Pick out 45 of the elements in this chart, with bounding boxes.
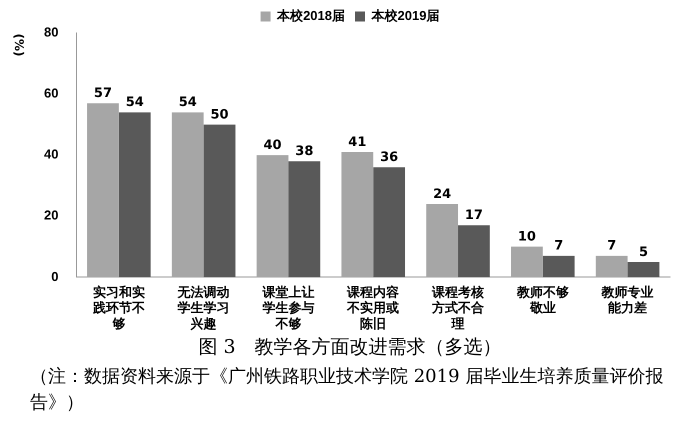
- y-tick-label: 80: [44, 24, 58, 40]
- data-label: 41: [348, 134, 366, 150]
- bar: [87, 103, 119, 278]
- y-tick-label: 40: [44, 146, 58, 162]
- text: 图 3 教学各方面改进需求（多选）: [197, 335, 503, 360]
- data-label: 7: [607, 238, 616, 254]
- data-label: 36: [380, 150, 398, 166]
- x-tick-label: 教师专业能力差: [600, 284, 654, 316]
- data-label: 24: [433, 186, 452, 202]
- data-label: 57: [94, 86, 112, 102]
- data-label: 5: [638, 244, 648, 260]
- y-tick-label: 60: [44, 86, 58, 101]
- bar: [373, 167, 406, 278]
- data-label: 7: [554, 238, 564, 254]
- bar: [172, 112, 204, 278]
- bar: [118, 112, 151, 278]
- bar: [542, 256, 575, 278]
- x-tick-label: 教师不够敬业: [516, 284, 569, 316]
- bar: [288, 161, 320, 278]
- bar: [426, 204, 458, 278]
- bar: [511, 246, 543, 278]
- bar: [204, 124, 236, 278]
- data-label: 17: [464, 208, 483, 224]
- bar: [628, 262, 660, 278]
- data-label: 54: [126, 95, 144, 110]
- bar: [256, 155, 288, 278]
- x-tick-label: 课堂上让学生参与不够: [261, 284, 314, 331]
- text: （注：数据资料来源于《广州铁路职业技术学院 2019 届毕业生培养质量评价报告》）: [29, 365, 664, 415]
- legend-label: 本校2019届: [370, 8, 440, 24]
- x-tick-label: 课程考核方式不合理: [431, 284, 484, 331]
- y-tick-label: 0: [51, 268, 58, 284]
- data-label: 54: [178, 95, 197, 110]
- legend-label: 本校2018届: [276, 8, 345, 24]
- y-axis-title: (%): [12, 34, 26, 56]
- bar: [596, 256, 628, 278]
- y-tick-label: 20: [44, 208, 58, 223]
- x-tick-label: 课程内容不实用或陈旧: [346, 284, 400, 331]
- data-label: 50: [210, 107, 229, 122]
- bar: [458, 225, 490, 278]
- bar: [341, 152, 374, 278]
- data-label: 38: [295, 144, 314, 160]
- data-label: 10: [518, 230, 536, 245]
- x-tick-label: 无法调动学生学习兴趣: [176, 284, 230, 331]
- x-tick-label: 实习和实践环节不够: [92, 284, 145, 331]
- data-label: 40: [263, 138, 282, 153]
